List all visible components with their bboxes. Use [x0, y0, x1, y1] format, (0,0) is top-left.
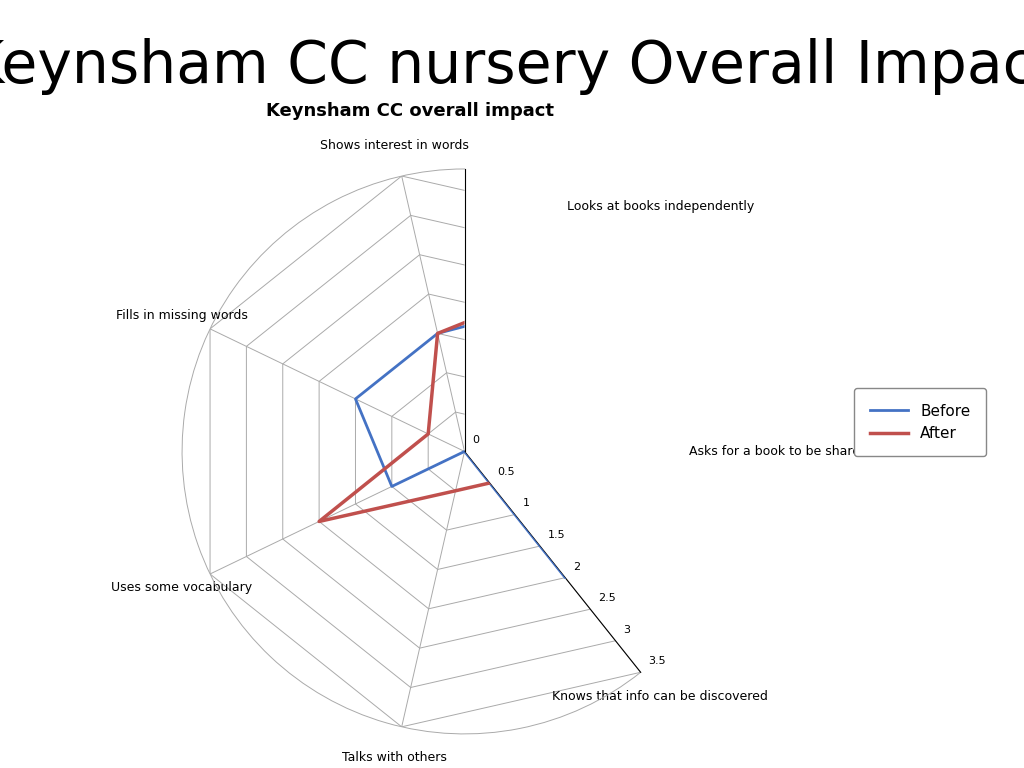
Title: Keynsham CC overall impact: Keynsham CC overall impact — [265, 102, 554, 121]
Text: Keynsham CC nursery Overall Impact: Keynsham CC nursery Overall Impact — [0, 38, 1024, 95]
Legend: Before, After: Before, After — [854, 389, 986, 456]
